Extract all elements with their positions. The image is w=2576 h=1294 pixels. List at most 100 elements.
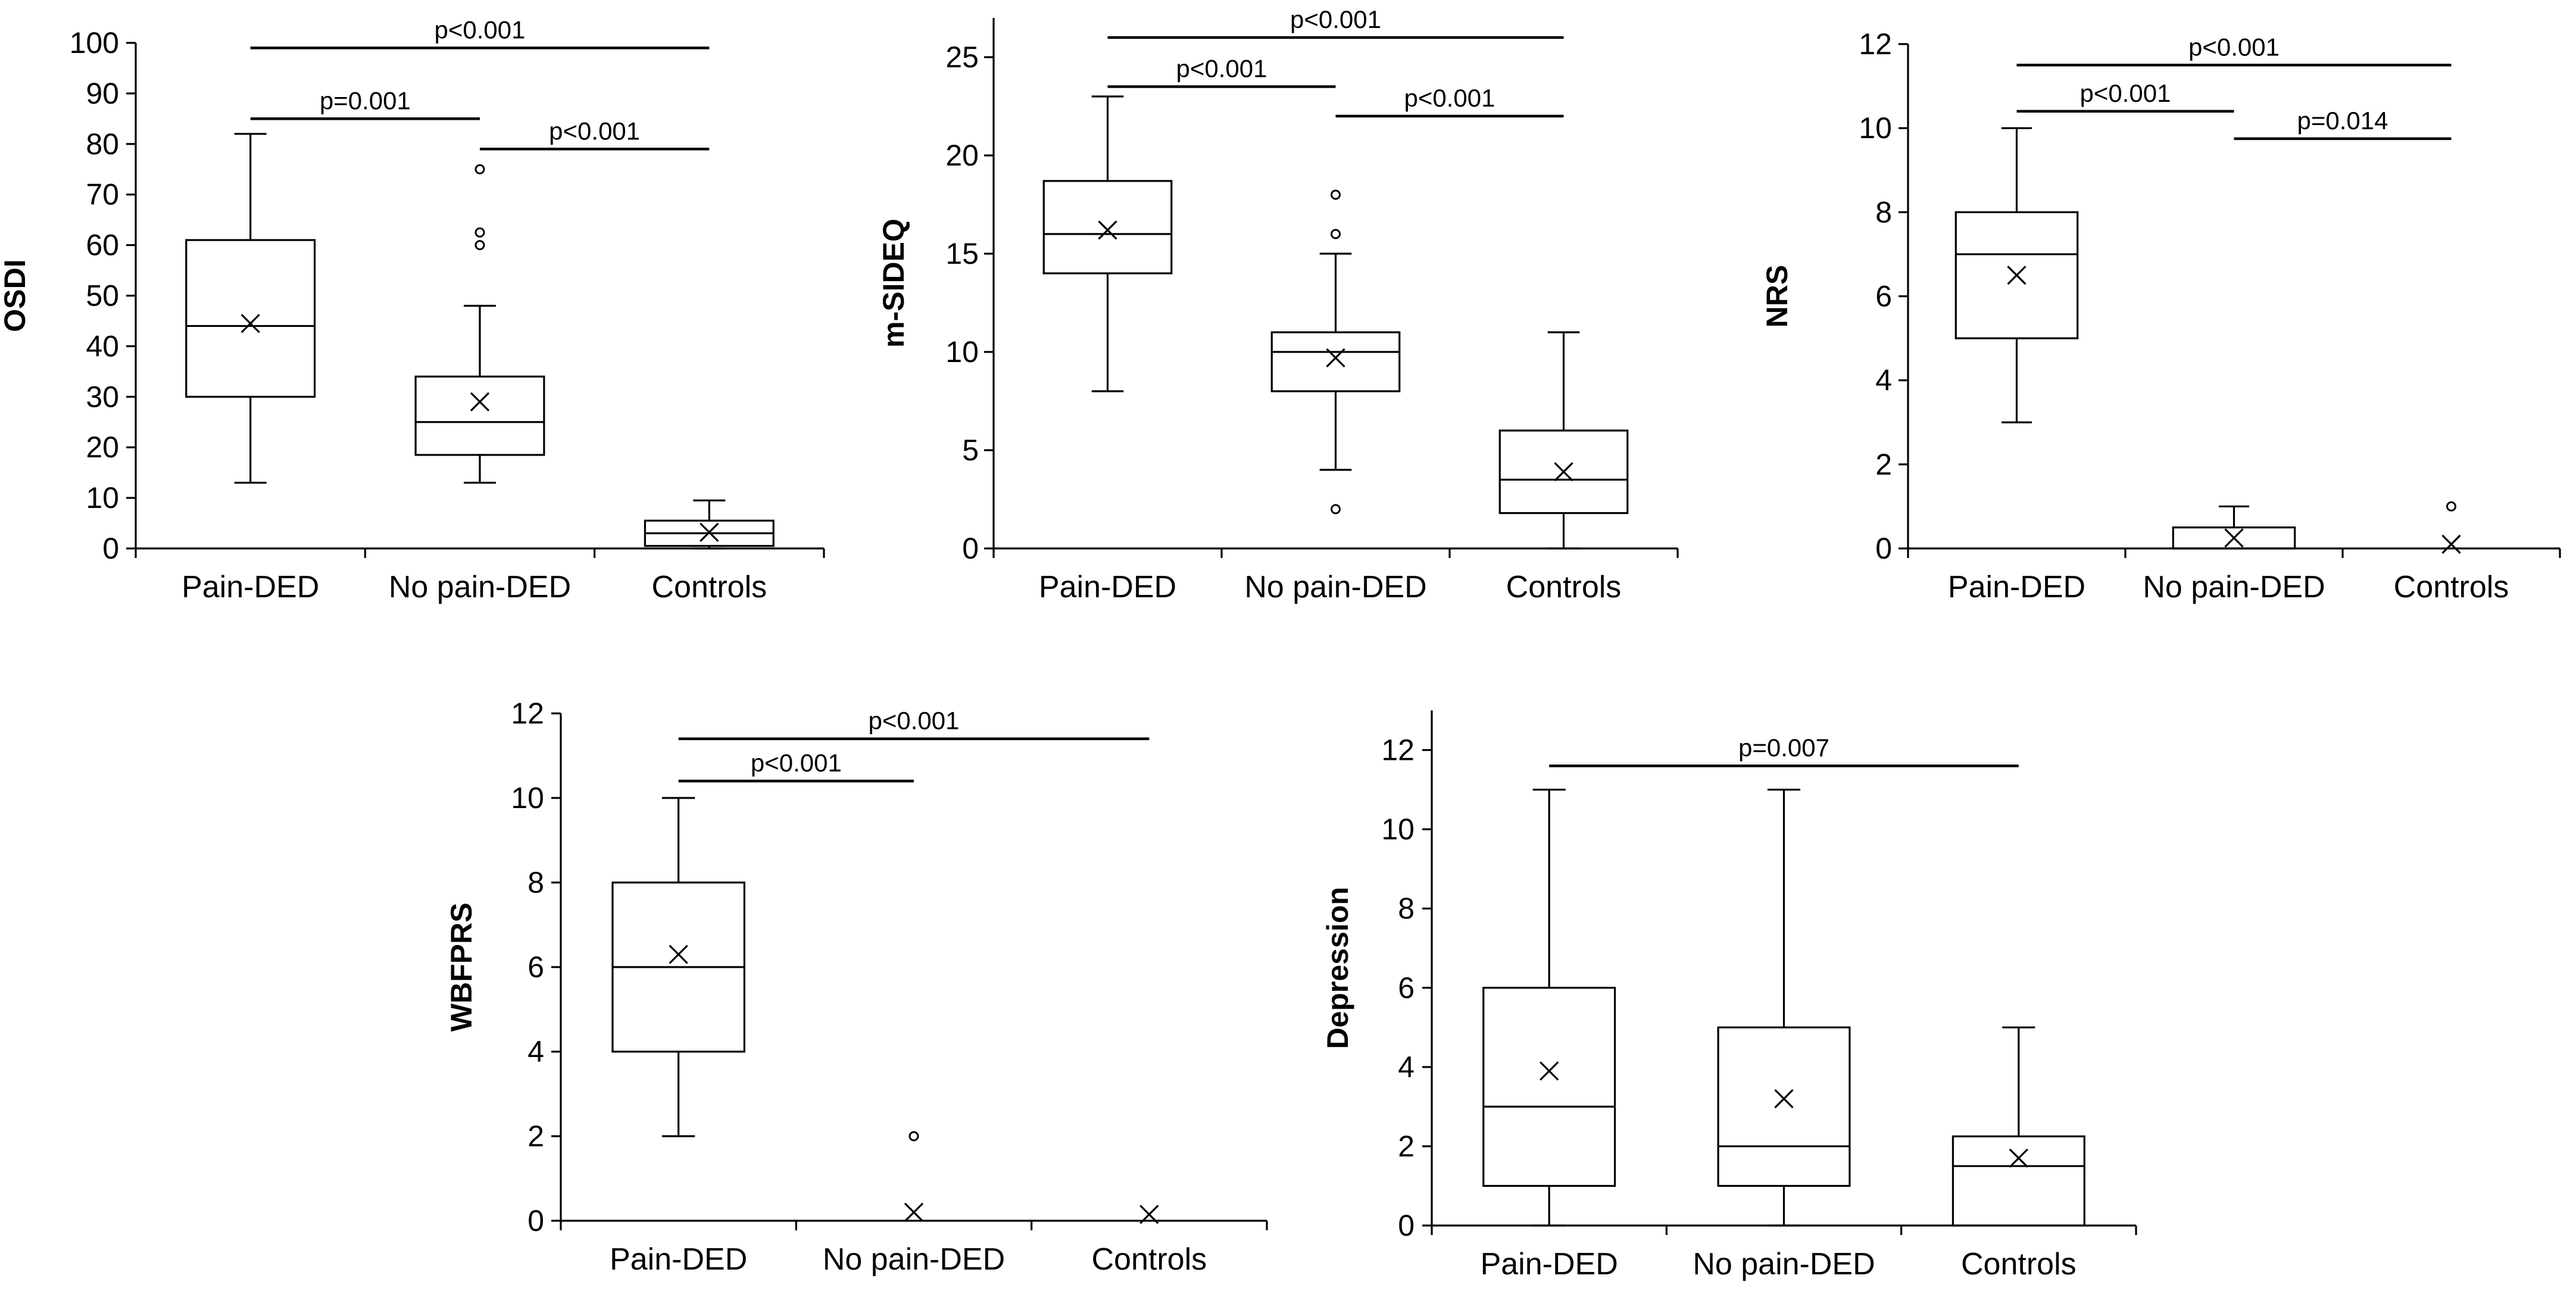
mean-marker [2224, 528, 2244, 548]
x-tick-label: No pain-DED [389, 570, 571, 604]
y-tick-label: 25 [945, 40, 979, 74]
y-tick-label: 12 [1859, 27, 1892, 61]
y-tick-label: 40 [86, 329, 119, 363]
y-tick-label: 5 [962, 434, 979, 467]
outlier-point [474, 164, 485, 174]
p-value-label: p=0.001 [320, 86, 411, 114]
p-value-label: p<0.001 [1290, 5, 1381, 33]
y-tick-label: 2 [1398, 1130, 1415, 1163]
box [1954, 211, 2079, 339]
y-tick-label: 8 [1398, 892, 1415, 925]
y-tick-label: 2 [1875, 448, 1892, 481]
box [1042, 180, 1173, 275]
y-tick-label: 30 [86, 380, 119, 413]
mean-marker [2441, 534, 2461, 554]
mean-marker [1554, 462, 1573, 482]
mean-marker [669, 944, 688, 964]
chart-panel: 0 2 4 6 8 10 12 Pain-DED No pain-DED Controls NRS p… [1760, 27, 2561, 604]
mean-marker [1326, 348, 1345, 368]
y-tick-label: 100 [70, 26, 119, 60]
x-tick-label: Controls [1506, 570, 1622, 604]
box [1951, 1135, 2085, 1227]
y-tick-label: 0 [527, 1204, 544, 1237]
y-tick-label: 20 [945, 139, 979, 172]
x-tick-label: Controls [1961, 1247, 2077, 1281]
y-tick-label: 2 [527, 1120, 544, 1153]
x-tick-label: No pain-DED [1693, 1247, 1875, 1281]
outlier-point [2446, 501, 2456, 512]
y-tick-label: 8 [527, 866, 544, 899]
y-tick-label: 90 [86, 77, 119, 110]
p-value-label: p=0.007 [1738, 734, 1829, 762]
y-tick-label: 70 [86, 178, 119, 211]
y-tick-label: 0 [962, 532, 979, 565]
y-tick-label: 50 [86, 279, 119, 313]
chart-panel: 0 2 4 6 8 10 12 Pain-DED No pain-DED Controls Depr… [1321, 710, 2137, 1281]
y-tick-label: 12 [511, 697, 544, 730]
box [185, 239, 316, 398]
y-tick-label: 60 [86, 229, 119, 262]
x-tick-label: No pain-DED [823, 1242, 1005, 1277]
x-tick-label: No pain-DED [2143, 570, 2325, 604]
chart-panel: 0 2 4 6 8 10 12 Pain-DED No pain-DED Controls WBFP… [445, 697, 1268, 1277]
box [414, 375, 545, 456]
mean-marker [241, 314, 260, 333]
y-tick-label: 10 [511, 781, 544, 815]
y-tick-label: 4 [1875, 364, 1892, 397]
p-value-label: p<0.001 [2188, 33, 2280, 61]
mean-marker [700, 522, 719, 542]
box [1270, 331, 1401, 392]
p-value-label: p<0.001 [435, 15, 526, 43]
y-tick-label: 15 [945, 237, 979, 270]
outlier-point [474, 240, 485, 251]
outlier-point [474, 227, 485, 238]
outlier-point [1331, 229, 1341, 239]
outlier-point [1331, 189, 1341, 200]
x-tick-label: Pain-DED [1481, 1247, 1618, 1281]
p-value-label: p<0.001 [549, 117, 640, 145]
outlier-point [908, 1131, 919, 1142]
box [1498, 429, 1629, 515]
x-tick-label: Controls [2394, 570, 2509, 604]
y-tick-label: 10 [1859, 111, 1892, 145]
x-tick-label: Controls [652, 570, 767, 604]
y-axis-title: m-SIDEQ [877, 219, 910, 348]
mean-marker [470, 392, 490, 411]
y-axis-title: NRS [1760, 265, 1794, 328]
y-tick-label: 4 [1398, 1050, 1415, 1084]
x-tick-label: Pain-DED [610, 1242, 747, 1277]
y-tick-label: 10 [1381, 813, 1415, 846]
mean-marker [1098, 220, 1117, 240]
y-tick-label: 80 [86, 127, 119, 161]
y-tick-label: 12 [1381, 734, 1415, 767]
mean-marker [1139, 1205, 1159, 1224]
y-tick-label: 6 [1398, 971, 1415, 1005]
y-tick-label: 10 [86, 481, 119, 515]
x-tick-label: Pain-DED [1948, 570, 2085, 604]
y-tick-label: 10 [945, 335, 979, 369]
p-value-label: p<0.001 [2080, 79, 2171, 107]
x-tick-label: Pain-DED [1039, 570, 1176, 604]
y-tick-label: 6 [527, 950, 544, 984]
p-value-label: p<0.001 [751, 749, 842, 777]
x-tick-label: No pain-DED [1244, 570, 1426, 604]
p-value-label: p<0.001 [1176, 55, 1267, 83]
p-value-label: p=0.014 [2297, 107, 2388, 135]
chart-panel: 0 5 10 15 20 25 Pain-DED No pain-DED Controls m-S… [877, 5, 1679, 604]
y-axis-title: Depression [1321, 887, 1354, 1049]
mean-marker [904, 1202, 924, 1222]
box [1482, 987, 1616, 1187]
outlier-point [1331, 504, 1341, 515]
y-tick-label: 0 [102, 532, 119, 565]
p-value-label: p<0.001 [869, 707, 960, 735]
y-tick-label: 6 [1875, 280, 1892, 313]
y-tick-label: 20 [86, 431, 119, 464]
mean-marker [1540, 1061, 1559, 1081]
x-tick-label: Controls [1092, 1242, 1207, 1277]
mean-marker [1774, 1089, 1794, 1109]
mean-marker [2007, 266, 2027, 285]
x-tick-label: Pain-DED [182, 570, 319, 604]
y-tick-label: 4 [527, 1035, 544, 1068]
box [1717, 1026, 1851, 1187]
